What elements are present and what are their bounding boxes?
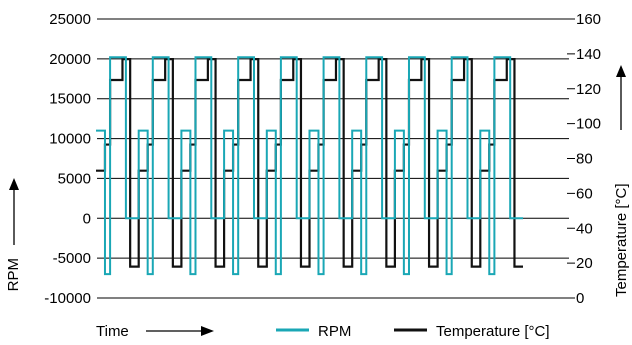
right-tick-label: 100 [576, 116, 601, 133]
right-tick-label: 160 [576, 11, 601, 28]
legend: RPM Temperature [°C] [276, 323, 550, 340]
legend-item-rpm: RPM [276, 323, 351, 340]
left-axis-arrow-icon [9, 178, 19, 245]
x-axis-title: Time [96, 323, 129, 340]
left-axis-title-group: RPM [5, 258, 22, 291]
left-tick-label: 10000 [49, 131, 91, 148]
left-tick-label: 15000 [49, 91, 91, 108]
legend-item-temperature: Temperature [°C] [394, 323, 550, 340]
right-tick-label: 80 [576, 151, 593, 168]
right-axis: 0 20 40 60 80 100 120 140 160 [567, 11, 601, 307]
legend-temperature-label: Temperature [°C] [436, 323, 550, 340]
right-tick-label: 20 [576, 255, 593, 272]
left-axis-title: RPM [5, 258, 22, 291]
left-tick-label: 5000 [58, 170, 91, 187]
x-axis-arrow-icon [146, 326, 214, 336]
right-axis-arrow-icon [616, 65, 626, 130]
right-tick-label: 0 [576, 290, 584, 307]
left-tick-label: 0 [83, 210, 91, 227]
left-tick-label: 25000 [49, 11, 91, 28]
right-axis-title: Temperature [°C] [613, 183, 630, 297]
right-axis-title-group: Temperature [°C] [613, 183, 630, 297]
legend-rpm-label: RPM [318, 323, 351, 340]
left-tick-label: 20000 [49, 51, 91, 68]
right-tick-label: 60 [576, 185, 593, 202]
right-tick-label: 140 [576, 46, 601, 63]
right-tick-label: 40 [576, 220, 593, 237]
right-tick-label: 120 [576, 81, 601, 98]
left-axis: -10000 -5000 0 5000 10000 15000 20000 25000 [44, 11, 91, 307]
series-lines [96, 56, 523, 276]
rpm-series-line [96, 56, 523, 276]
left-tick-label: -5000 [53, 250, 91, 267]
left-tick-label: -10000 [44, 290, 91, 307]
